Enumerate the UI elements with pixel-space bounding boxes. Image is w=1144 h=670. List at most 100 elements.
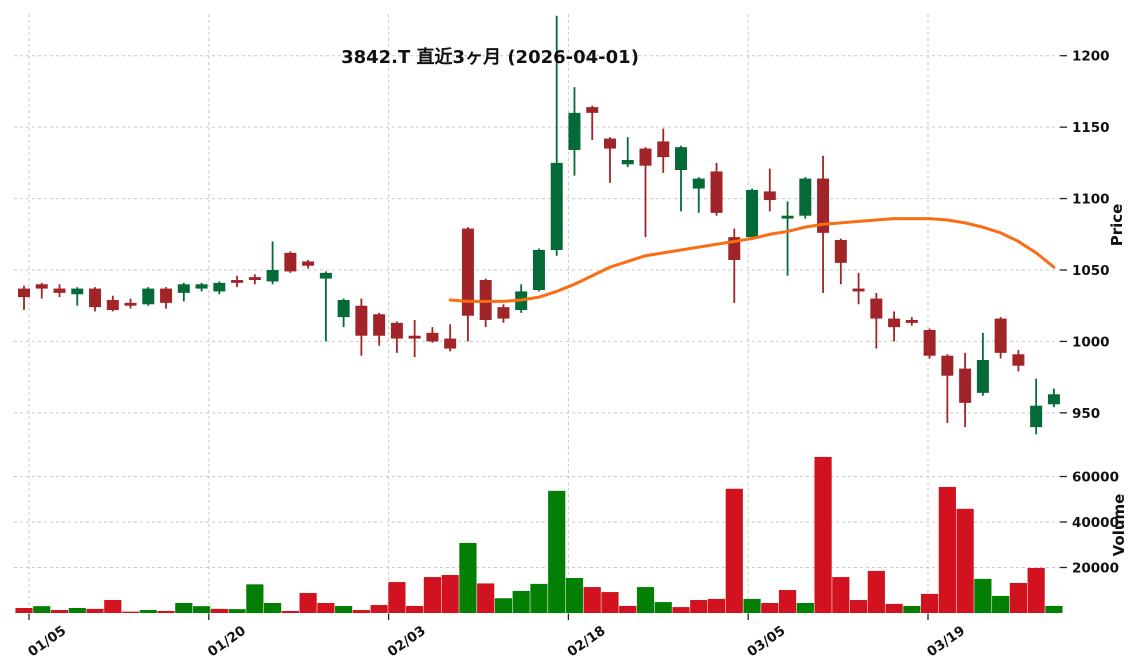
candle-body <box>710 171 723 213</box>
candle-body <box>923 329 936 356</box>
volume-bar <box>672 607 690 613</box>
candle-body <box>373 314 386 336</box>
volume-bar <box>281 610 299 613</box>
candle-body <box>106 299 119 310</box>
volume-bar <box>441 575 459 613</box>
volume-bar <box>956 508 974 613</box>
volume-bar <box>406 605 424 613</box>
candle-body <box>532 250 545 290</box>
candle-body <box>160 288 173 303</box>
volume-bar <box>565 577 584 613</box>
volume-bar <box>210 608 228 613</box>
candle-body <box>1030 405 1043 428</box>
volume-bar <box>121 611 140 613</box>
volume-axis-label: Volume <box>1110 494 1128 557</box>
volume-bar <box>33 606 51 613</box>
volume-bar <box>263 602 282 613</box>
volume-bar <box>601 592 619 613</box>
candle-body <box>408 335 421 339</box>
candle-body <box>763 191 776 201</box>
candle-body <box>213 282 226 292</box>
date-tick-label: 03/19 <box>924 623 968 660</box>
price-axis-label: Price <box>1108 204 1126 247</box>
date-tick-label: 02/03 <box>385 623 429 660</box>
candle-body <box>89 288 102 308</box>
volume-bar <box>1045 605 1063 613</box>
volume-bar <box>352 610 370 613</box>
candle-body <box>586 107 599 113</box>
volume-bar <box>707 598 726 613</box>
candle-body <box>302 261 315 266</box>
candle-body <box>1012 354 1025 366</box>
candle-body <box>18 288 30 298</box>
price-tick-label: 1200 <box>1072 49 1110 65</box>
candle-body <box>852 288 865 292</box>
volume-bar <box>743 598 761 613</box>
date-tick-label: 03/05 <box>744 623 788 660</box>
candle-body <box>675 147 688 171</box>
volume-bar <box>139 610 157 613</box>
price-tick-label: 1000 <box>1072 334 1110 350</box>
candle-body <box>1047 394 1060 405</box>
volume-bar <box>512 590 530 613</box>
candle-body <box>621 160 634 165</box>
volume-bar <box>619 605 637 613</box>
candle-body <box>337 299 350 318</box>
candle-body <box>444 338 457 349</box>
chart-title: 3842.T 直近3ヶ月 (2026-04-01) <box>341 46 639 68</box>
plot-area: 950 1000 1050 1100 1150 1200 20000 40000 60000 01… <box>14 14 1119 660</box>
volume-bar <box>228 609 246 613</box>
candle-body <box>284 252 297 272</box>
candle-body <box>266 270 279 282</box>
volume-bar <box>548 490 566 613</box>
candle-body <box>603 138 616 149</box>
volume-bar <box>992 595 1010 613</box>
candle-body <box>888 318 901 328</box>
date-tick-label: 01/20 <box>205 623 249 660</box>
date-tick-label: 02/18 <box>565 623 609 660</box>
volume-bar <box>1027 567 1045 613</box>
volume-bar <box>796 602 814 613</box>
candle-body <box>941 355 954 376</box>
price-tick-label: 1050 <box>1072 263 1110 279</box>
volume-bar <box>104 600 122 613</box>
volume-tick-label: 20000 <box>1072 561 1119 577</box>
volume-bar <box>921 593 939 613</box>
volume-bar <box>778 590 797 613</box>
candle-body <box>231 280 244 283</box>
volume-bar <box>938 486 956 613</box>
candle-body <box>817 178 830 233</box>
volume-bar <box>175 602 193 613</box>
volume-bar <box>423 577 442 613</box>
candle-body <box>799 178 812 216</box>
volume-bar <box>388 582 406 613</box>
date-tick-label: 01/05 <box>25 623 69 660</box>
volume-bar <box>885 603 903 613</box>
price-tick-label: 1150 <box>1072 120 1110 136</box>
candle-body <box>142 288 155 305</box>
volume-bar <box>477 583 495 613</box>
candle-body <box>124 302 137 306</box>
volume-bar <box>903 605 921 613</box>
candle-body <box>746 190 759 238</box>
candle-body <box>657 141 670 158</box>
candle-body <box>248 277 261 280</box>
candle-body <box>426 332 439 342</box>
candle-body <box>195 284 208 289</box>
candle-body <box>71 288 84 295</box>
candle-body <box>53 288 66 293</box>
candle-body <box>390 322 403 339</box>
volume-bar <box>654 602 672 613</box>
volume-tick-label: 60000 <box>1072 470 1119 486</box>
volume-bar <box>370 605 388 613</box>
candle-body <box>177 284 190 293</box>
candle-body <box>976 359 989 393</box>
volume-bar <box>317 602 335 613</box>
volume-bar <box>636 587 655 613</box>
volume-bar <box>68 607 86 613</box>
volume-bar <box>832 577 850 613</box>
volume-bar <box>690 600 708 613</box>
volume-bar <box>583 587 601 613</box>
volume-bar <box>299 592 317 613</box>
